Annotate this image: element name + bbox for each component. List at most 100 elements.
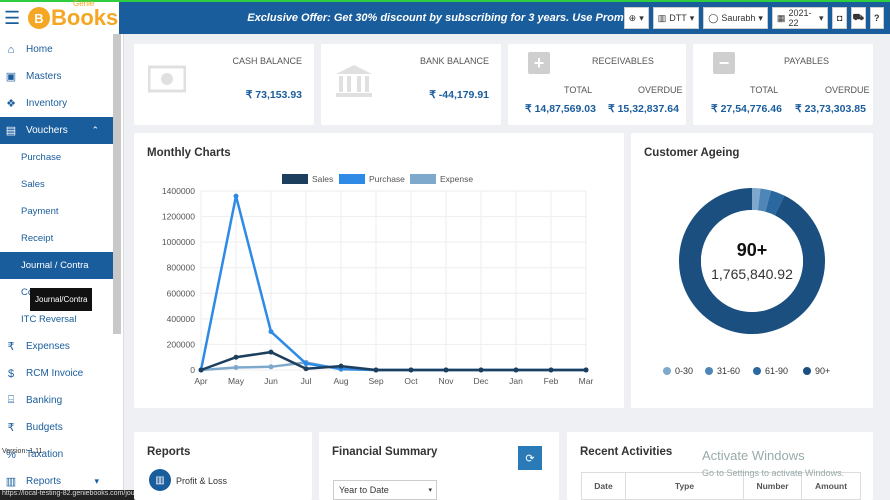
logo-text: Books Genie (51, 0, 119, 30)
book-icon: ▤ (5, 125, 17, 137)
add-menu-button[interactable]: ⊕ ▾ (623, 7, 649, 29)
period-select[interactable]: Year to Date ▾ (333, 480, 437, 500)
sidebar-item-budgets[interactable]: ₹ Budgets (0, 414, 113, 441)
col-date: Date (582, 473, 626, 499)
legend-dot (705, 367, 713, 375)
donut-center-label: 90+ (737, 240, 768, 260)
data-point (478, 367, 484, 373)
status-url: https://local-testing-82.geniebooks.com/… (0, 490, 214, 500)
x-tick-label: Apr (194, 376, 207, 386)
data-point (583, 367, 589, 373)
sidebar-sub-purchase[interactable]: Purchase (21, 152, 62, 163)
windows-watermark-sub: Go to Settings to activate Windows. (702, 468, 845, 478)
cart-button[interactable]: ⛟ (850, 7, 866, 29)
sidebar-item-label: Budgets (26, 422, 63, 433)
data-point (268, 349, 274, 355)
refresh-button[interactable]: ⟳ (518, 446, 542, 470)
col-type: Type (626, 473, 744, 499)
minus-icon: − (713, 52, 735, 74)
plus-icon: + (528, 52, 550, 74)
data-point (548, 367, 554, 373)
money-icon (148, 65, 186, 93)
donut-slice (679, 188, 825, 334)
x-tick-label: Oct (404, 376, 418, 386)
col-number: Number (744, 473, 802, 499)
x-tick-label: Jul (301, 376, 312, 386)
bank-balance-card: BANK BALANCE ₹ -44,179.91 (321, 44, 501, 125)
sidebar-item-rcm-invoice[interactable]: $ RCM Invoice (0, 360, 113, 387)
home-icon: ⌂ (7, 43, 15, 56)
logo-mark: B (28, 7, 50, 29)
sidebar-item-banking[interactable]: ⌸ Banking (0, 387, 113, 414)
period-select-value: Year to Date (339, 485, 389, 495)
payables-overdue-label: OVERDUE (825, 85, 870, 95)
sidebar-scrollbar[interactable] (113, 34, 121, 334)
series-line-purchase (199, 195, 586, 372)
monthly-line-chart: 0 200000 400000 600000 800000 1000000 1200000 1… (162, 174, 593, 386)
donut-slice (757, 188, 772, 212)
y-tick-label: 1000000 (162, 237, 195, 247)
sidebar-sub-receipt[interactable]: Receipt (21, 233, 54, 244)
sidebar-item-vouchers[interactable]: ▤ Vouchers ⌃ (0, 117, 113, 144)
cubes-icon: ❖ (6, 98, 16, 110)
sidebar-item-masters[interactable]: ▣ Masters (0, 63, 113, 90)
monthly-charts-card: Monthly Charts 0 200000 400000 600000 800000… (134, 133, 624, 408)
receivables-total-label: TOTAL (564, 85, 593, 95)
refresh-icon: ⟳ (525, 452, 535, 465)
legend-label: 90+ (815, 366, 830, 376)
user-menu[interactable]: ◯ Saurabh ▾ (703, 7, 768, 29)
sidebar-sub-sales[interactable]: Sales (21, 179, 45, 190)
sidebar-item-inventory[interactable]: ❖ Inventory (0, 90, 113, 117)
help-button[interactable]: ? (869, 7, 885, 29)
data-point (233, 193, 239, 199)
legend-label: Expense (440, 174, 473, 184)
y-tick-label: 1400000 (162, 186, 195, 196)
bank-icon: ⌸ (7, 394, 15, 406)
bank-icon (336, 65, 372, 97)
caret-down-icon: ▾ (94, 476, 99, 486)
caret-down-icon: ▾ (639, 12, 644, 23)
data-point (233, 354, 239, 360)
donut-slice (765, 190, 785, 216)
offer-banner: Exclusive Offer: Get 30% discount by sub… (247, 12, 624, 24)
legend-label: Sales (312, 174, 333, 184)
series-line-sales (200, 350, 586, 372)
fy-selector[interactable]: ▦ 2021-22 ▾ (771, 7, 829, 29)
rupee-icon: ₹ (7, 422, 15, 434)
data-point (268, 364, 274, 370)
sidebar-item-reports[interactable]: ▥ Reports ▾ (0, 468, 113, 495)
payables-overdue-value: ₹ 23,73,303.85 (795, 103, 866, 115)
menu-icon[interactable]: ☰ (4, 7, 21, 28)
percent-icon: % (6, 448, 16, 461)
bar-chart-icon: ▥ (5, 476, 17, 488)
sidebar-sub-itc-reversal[interactable]: ITC Reversal (21, 314, 77, 325)
legend-swatch (282, 174, 308, 184)
company-selector[interactable]: ▥ DTT ▾ (652, 7, 700, 29)
payables-label: PAYABLES (784, 56, 830, 66)
sidebar-item-taxation[interactable]: % Taxation (0, 441, 113, 468)
sidebar-sub-journal-contra[interactable]: Journal / Contra (0, 252, 113, 279)
legend-label: 31-60 (717, 366, 740, 376)
sidebar-sub-credit-note[interactable]: Co (21, 287, 34, 298)
data-point (303, 366, 309, 372)
receivables-overdue-label: OVERDUE (638, 85, 683, 95)
profit-loss-link[interactable]: Profit & Loss (176, 476, 228, 486)
whatsapp-button[interactable]: ◘ (832, 7, 847, 29)
top-bar: ☰ B Books Genie Exclusive Offer: Get 30% … (0, 0, 890, 34)
sidebar-sub-payment[interactable]: Payment (21, 206, 59, 217)
sidebar-item-label: Home (26, 44, 53, 55)
sidebar-item-expenses[interactable]: ₹ Expenses (0, 333, 113, 360)
sidebar-item-home[interactable]: ⌂ Home (0, 36, 113, 63)
x-tick-label: Nov (438, 376, 454, 386)
col-amount: Amount (814, 481, 848, 491)
legend-label: Purchase (369, 174, 405, 184)
donut-center-value: 1,765,840.92 (711, 266, 793, 282)
y-tick-label: 0 (190, 365, 195, 375)
receivables-label: RECEIVABLES (592, 56, 654, 66)
sidebar-item-label: Vouchers (26, 125, 68, 136)
x-tick-label: Dec (473, 376, 489, 386)
sidebar-item-label: Masters (26, 71, 62, 82)
cart-icon: ⛟ (852, 12, 864, 22)
app-logo[interactable]: B Books Genie (28, 0, 119, 30)
caret-down-icon: ▾ (428, 487, 432, 494)
